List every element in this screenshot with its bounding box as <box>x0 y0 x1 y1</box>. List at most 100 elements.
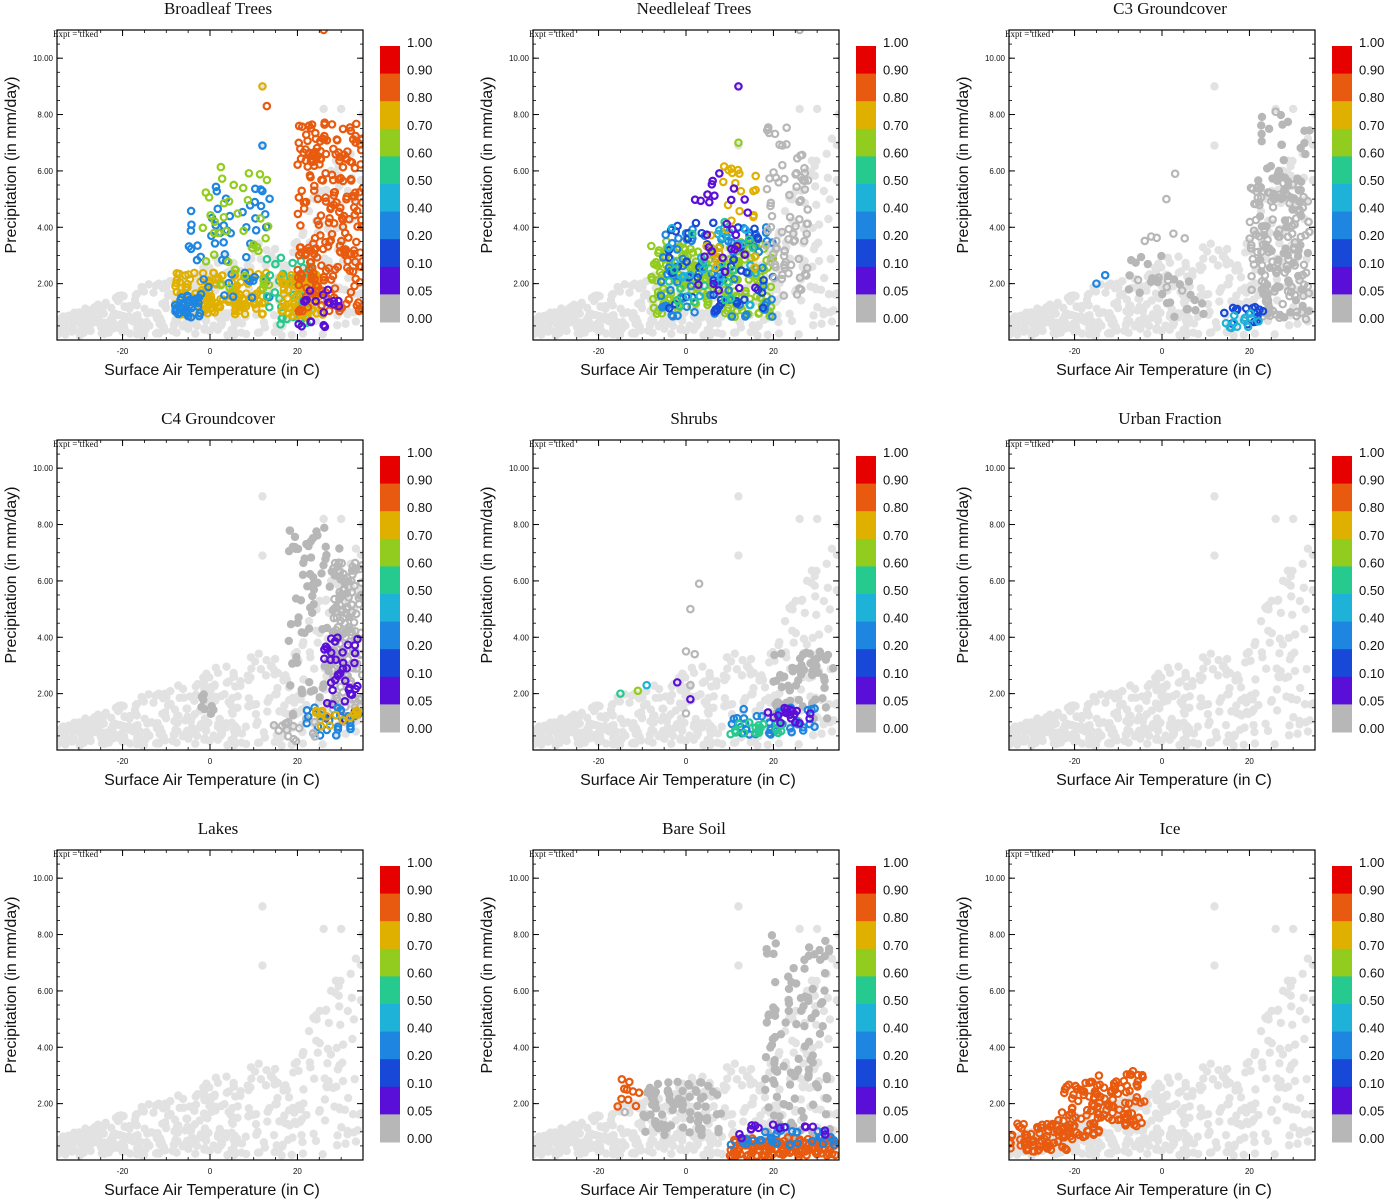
y-tick-label: 2.00 <box>37 690 53 699</box>
background-point <box>132 711 142 720</box>
background-point <box>706 740 715 750</box>
background-point <box>729 738 739 747</box>
scatter-points <box>57 492 363 750</box>
data-point <box>206 292 216 301</box>
background-point <box>1064 310 1074 320</box>
background-point <box>1289 713 1298 722</box>
background-point <box>1151 289 1161 298</box>
background-point <box>1276 608 1286 618</box>
background-point <box>60 329 70 338</box>
background-point <box>137 282 146 292</box>
data-point <box>348 135 358 144</box>
background-point <box>785 309 794 319</box>
data-point <box>325 582 334 591</box>
data-point <box>810 704 819 713</box>
data-point <box>314 220 324 230</box>
background-point <box>780 207 790 216</box>
background-point <box>616 714 625 723</box>
background-point <box>1165 668 1175 678</box>
background-point <box>832 176 839 185</box>
background-point <box>1052 329 1061 339</box>
background-point <box>1272 706 1282 715</box>
data-point <box>209 250 219 259</box>
background-point <box>625 288 634 297</box>
data-point <box>791 221 800 231</box>
data-point <box>1162 194 1171 204</box>
background-point <box>576 739 585 749</box>
background-point <box>93 724 102 733</box>
background-point <box>115 320 125 329</box>
background-point <box>1012 329 1022 338</box>
background-point <box>741 694 750 703</box>
data-point <box>822 714 832 723</box>
background-point <box>814 220 824 229</box>
background-point <box>298 230 307 240</box>
background-point <box>85 731 95 740</box>
data-point <box>286 681 295 690</box>
data-point <box>209 705 218 715</box>
data-point <box>247 293 257 302</box>
colorbar-swatch <box>1332 211 1352 240</box>
background-point <box>1267 628 1276 638</box>
background-point <box>1211 318 1221 327</box>
background-point <box>233 692 242 701</box>
data-point <box>204 193 214 202</box>
background-point <box>1215 297 1224 306</box>
background-point <box>1124 308 1133 317</box>
x-tick-label: -20 <box>1069 347 1081 356</box>
background-point <box>613 692 622 702</box>
background-point <box>166 686 175 696</box>
data-point <box>316 211 326 220</box>
colorbar-swatch <box>856 483 876 512</box>
background-point <box>284 696 294 705</box>
background-point <box>1199 254 1208 263</box>
x-tick-label: -20 <box>117 347 129 356</box>
data-point <box>265 194 274 204</box>
data-point <box>338 124 348 134</box>
data-point <box>765 174 774 183</box>
background-point <box>1272 275 1282 284</box>
colorbar-swatch <box>856 73 876 102</box>
data-point <box>751 283 760 293</box>
x-tick-label: 0 <box>684 757 689 766</box>
data-point <box>345 123 355 132</box>
background-point <box>1189 328 1198 337</box>
data-point <box>1249 226 1259 235</box>
data-point <box>767 211 777 221</box>
y-tick-label: 4.00 <box>513 633 529 642</box>
data-point <box>319 276 329 285</box>
data-point <box>1258 240 1268 249</box>
data-point <box>351 119 361 129</box>
y-tick-label: 6.00 <box>513 167 529 176</box>
scatter-points <box>533 30 839 340</box>
data-point <box>1191 306 1200 315</box>
data-point <box>186 244 196 254</box>
background-point <box>1143 739 1152 749</box>
background-point <box>265 694 274 703</box>
data-point <box>672 277 682 287</box>
colorbar-swatch <box>856 676 876 705</box>
background-point <box>1303 544 1313 553</box>
background-point <box>1184 314 1194 323</box>
data-point <box>186 226 196 235</box>
colorbar-swatch <box>380 456 400 485</box>
background-point <box>1072 302 1081 311</box>
background-point <box>304 617 314 626</box>
data-point <box>324 716 334 726</box>
background-point <box>787 316 797 326</box>
background-point <box>596 302 605 311</box>
data-point <box>1247 285 1256 295</box>
colorbar-swatch <box>380 594 400 623</box>
colorbar-label: 0.50 <box>407 173 432 188</box>
background-point <box>826 254 835 264</box>
colorbar-swatch <box>380 649 400 678</box>
data-point <box>1289 243 1299 252</box>
data-point <box>271 259 280 269</box>
colorbar-swatch <box>856 594 876 623</box>
data-point <box>1288 180 1298 189</box>
data-point <box>784 224 794 234</box>
colorbar-swatch <box>380 266 400 295</box>
data-point <box>1301 230 1310 240</box>
colorbar-label: 0.10 <box>883 256 908 271</box>
background-point <box>1229 331 1238 340</box>
